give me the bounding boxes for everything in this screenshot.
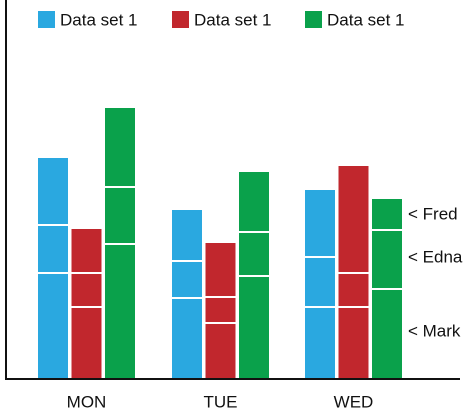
bar-segment	[372, 199, 402, 229]
legend-label: Data set 1	[60, 10, 138, 29]
bar-segment	[205, 298, 236, 322]
stack-label: < Mark	[408, 321, 461, 340]
bar-segment	[305, 308, 335, 378]
bar-segment	[105, 108, 135, 186]
bar-segment	[305, 258, 335, 306]
bar-segment	[239, 277, 269, 378]
bar-segment	[172, 262, 202, 297]
bar-segment	[305, 190, 335, 256]
bar-segment	[338, 308, 369, 378]
bar-segment	[239, 233, 269, 275]
x-tick-label: WED	[334, 392, 374, 411]
bar-segment	[71, 229, 102, 272]
bar-segment	[372, 231, 402, 288]
bar-segment	[338, 166, 369, 272]
bar-segment	[38, 274, 68, 378]
bar-segment	[172, 210, 202, 260]
stack-label: < Edna	[408, 247, 463, 266]
bar-segment	[38, 158, 68, 224]
x-tick-label: MON	[67, 392, 107, 411]
bar-segment	[105, 245, 135, 378]
legend-label: Data set 1	[194, 10, 272, 29]
legend-swatch	[172, 11, 189, 28]
bar-segment	[205, 243, 236, 296]
bar-segment	[205, 324, 236, 378]
stack-label: < Fred	[408, 204, 458, 223]
bar-segment	[71, 274, 102, 306]
bar-segment	[71, 308, 102, 378]
bar-segment	[239, 172, 269, 231]
legend-swatch	[305, 11, 322, 28]
bar-segment	[38, 226, 68, 272]
bar-segment	[372, 290, 402, 378]
legend-label: Data set 1	[327, 10, 405, 29]
bar-segment	[338, 274, 369, 306]
bar-segment	[172, 299, 202, 378]
bar-segment	[105, 188, 135, 243]
x-tick-label: TUE	[204, 392, 238, 411]
legend-swatch	[38, 11, 55, 28]
